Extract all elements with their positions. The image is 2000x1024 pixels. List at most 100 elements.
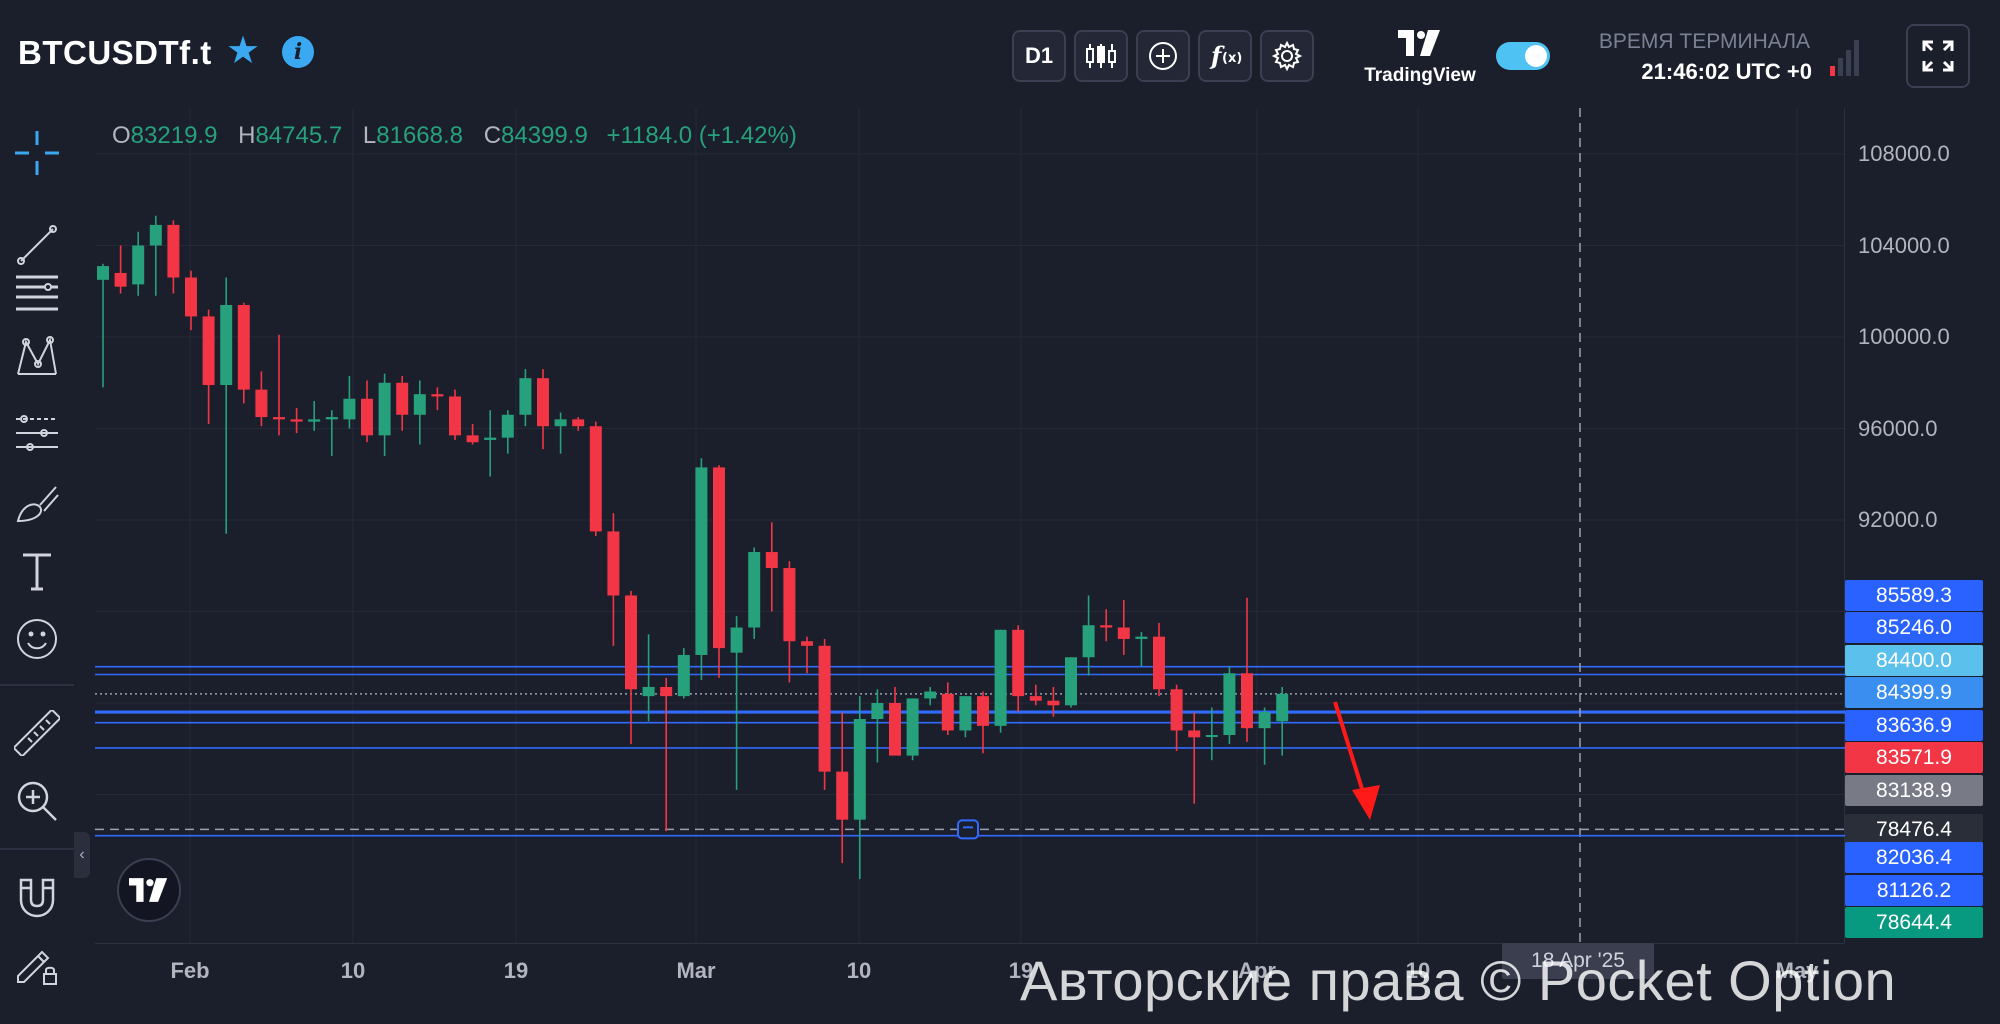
candle bbox=[818, 638, 831, 790]
candle-body bbox=[1117, 627, 1130, 639]
tradingview-logo-button[interactable] bbox=[117, 858, 181, 922]
star-icon[interactable]: ★ bbox=[226, 30, 261, 72]
candle-body bbox=[466, 435, 479, 443]
candle-body bbox=[149, 224, 162, 246]
zoom-tool[interactable] bbox=[12, 776, 62, 826]
candle bbox=[396, 375, 409, 431]
candlestick-chart[interactable] bbox=[95, 108, 1845, 944]
info-icon[interactable]: i bbox=[282, 36, 314, 68]
symbol-name[interactable]: BTCUSDTf.t bbox=[18, 34, 212, 71]
tradingview-logo-icon bbox=[1360, 30, 1480, 61]
time-tick: Apr bbox=[1238, 958, 1276, 983]
price-tick: 108000.0 bbox=[1858, 141, 1950, 166]
high-label: H bbox=[238, 122, 256, 149]
timeframe-button[interactable]: D1 bbox=[1012, 30, 1066, 82]
candle-body bbox=[97, 266, 109, 280]
candle-body bbox=[713, 467, 725, 649]
candle bbox=[431, 387, 444, 411]
candle-body bbox=[237, 304, 250, 390]
emoji-tool[interactable] bbox=[12, 614, 62, 664]
candle bbox=[871, 689, 884, 763]
candle bbox=[361, 380, 373, 443]
candle bbox=[202, 309, 215, 424]
svg-text:f: f bbox=[1209, 41, 1225, 70]
candle bbox=[273, 334, 285, 436]
zoom-in-icon bbox=[17, 781, 57, 821]
candle bbox=[1241, 597, 1253, 742]
candle-body bbox=[836, 771, 849, 820]
brush-tool[interactable] bbox=[12, 478, 62, 528]
candle-body bbox=[1258, 712, 1271, 729]
candle bbox=[220, 277, 233, 534]
candle-body bbox=[132, 245, 145, 285]
pattern-tool[interactable] bbox=[12, 332, 62, 382]
candle-body bbox=[361, 398, 373, 436]
price-tick: 104000.0 bbox=[1858, 233, 1950, 258]
indicators-button[interactable]: f (x) bbox=[1198, 30, 1252, 82]
time-tick: 10 bbox=[340, 958, 366, 983]
candle bbox=[695, 458, 708, 681]
signal-strength-icon bbox=[1830, 36, 1860, 76]
candle bbox=[343, 375, 356, 429]
collapse-toolbar-button[interactable]: ‹ bbox=[74, 832, 90, 878]
candle-body bbox=[1047, 700, 1060, 706]
candle-body bbox=[308, 419, 321, 422]
down-arrow-shaft bbox=[1333, 701, 1365, 793]
crosshair-tool[interactable] bbox=[12, 128, 62, 178]
chart-type-button[interactable] bbox=[1074, 30, 1128, 82]
candle bbox=[1117, 600, 1130, 655]
lock-drawing-tool[interactable] bbox=[12, 940, 62, 990]
chevron-left-icon: ‹ bbox=[79, 846, 85, 863]
candle-body bbox=[185, 277, 197, 317]
projection-tool[interactable] bbox=[12, 408, 62, 458]
fullscreen-button[interactable] bbox=[1906, 24, 1970, 88]
high-value: 84745.7 bbox=[255, 122, 343, 149]
time-tick: Feb bbox=[170, 958, 210, 983]
candle-body bbox=[889, 703, 901, 756]
candle-body bbox=[343, 398, 356, 420]
price-tick: 92000.0 bbox=[1858, 507, 1938, 532]
expand-icon bbox=[1922, 40, 1954, 72]
candle-body bbox=[220, 304, 233, 386]
candle bbox=[1082, 595, 1095, 676]
price-tick: 100000.0 bbox=[1858, 324, 1950, 349]
settings-button[interactable] bbox=[1260, 30, 1314, 82]
candle bbox=[924, 686, 937, 706]
candle bbox=[132, 231, 145, 296]
candle-body bbox=[202, 316, 215, 386]
fib-tool[interactable] bbox=[12, 268, 62, 318]
chart-area[interactable] bbox=[95, 108, 1845, 944]
candle bbox=[484, 410, 497, 477]
drawing-toolbar bbox=[0, 108, 74, 1024]
price-badge: 78644.4 bbox=[1845, 907, 1983, 938]
add-button[interactable] bbox=[1136, 30, 1190, 82]
candle-body bbox=[1029, 696, 1042, 701]
ruler-tool[interactable] bbox=[12, 708, 62, 758]
time-tick: 10 bbox=[1405, 958, 1431, 983]
candle-body bbox=[853, 719, 866, 820]
candle-body bbox=[484, 437, 497, 440]
trend-line-icon bbox=[17, 225, 57, 265]
ruler-icon bbox=[14, 710, 60, 756]
candle-body bbox=[994, 629, 1007, 726]
candle bbox=[255, 371, 268, 427]
timeframe-label: D1 bbox=[1024, 43, 1054, 68]
candle-body bbox=[625, 595, 637, 690]
time-tick: Mar bbox=[676, 958, 716, 983]
terminal-time-toggle[interactable] bbox=[1496, 42, 1550, 70]
candle bbox=[97, 263, 109, 388]
candles-icon bbox=[1086, 44, 1116, 68]
candle-body bbox=[378, 382, 391, 436]
trend-line-tool[interactable] bbox=[12, 220, 62, 270]
smiley-icon bbox=[17, 619, 57, 659]
function-icon: f (x) bbox=[1209, 41, 1242, 70]
candle-body bbox=[1276, 693, 1289, 722]
text-tool[interactable] bbox=[12, 546, 62, 596]
magnet-tool[interactable] bbox=[12, 872, 62, 922]
magnet-icon bbox=[19, 878, 55, 918]
candle bbox=[677, 648, 690, 699]
pencil-lock-icon bbox=[17, 950, 57, 985]
candle bbox=[589, 421, 602, 537]
open-value: 83219.9 bbox=[130, 122, 218, 149]
candle bbox=[572, 417, 585, 431]
